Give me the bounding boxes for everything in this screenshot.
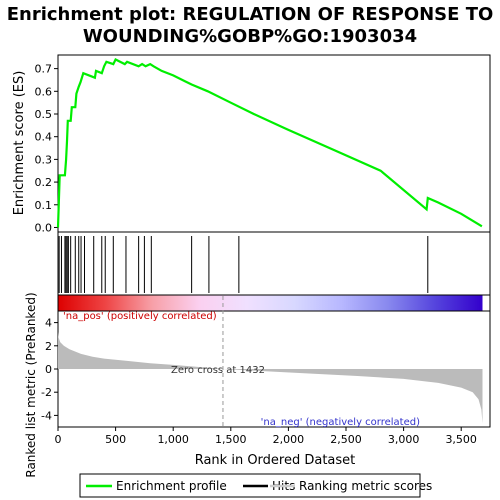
hits-panel (57, 231, 491, 296)
pos-correlated-label: 'na_pos' (positively correlated) (63, 311, 217, 322)
es-y-tick-label: 0.7 (35, 63, 53, 76)
x-tick-label: 0 (55, 433, 62, 446)
chart-title-line1: Enrichment plot: REGULATION OF RESPONSE … (7, 4, 494, 25)
x-tick-label: 1,000 (157, 433, 189, 446)
x-tick-label: 1,500 (215, 433, 247, 446)
es-y-tick-label: 0.0 (35, 221, 53, 234)
metric-y-tick-label: -4 (41, 409, 52, 422)
es-y-tick-label: 0.3 (35, 153, 53, 166)
es-y-tick-label: 0.1 (35, 199, 53, 212)
es-y-ticks: 0.0 0.1 0.2 0.3 0.4 0.5 0.6 0.7 (35, 63, 58, 234)
es-y-tick-label: 0.4 (35, 131, 53, 144)
hit-lines (58, 236, 429, 293)
metric-y-tick-label: 0 (45, 363, 52, 376)
x-tick-label: 500 (105, 433, 126, 446)
es-y-tick-label: 0.5 (35, 108, 53, 121)
rank-heatmap-bar (58, 295, 483, 311)
x-tick-label: 3,500 (445, 433, 477, 446)
es-line (56, 58, 483, 228)
hits-panel-frame (57, 231, 491, 296)
zero-cross-label: Zero cross at 1432 (171, 365, 265, 376)
legend-label-ranking-metric: Ranking metric scores (299, 479, 432, 493)
es-y-tick-label: 0.2 (35, 176, 53, 189)
x-axis-label: Rank in Ordered Dataset (195, 453, 356, 468)
x-tick-label: 2,500 (330, 433, 362, 446)
x-tick-label: 3,000 (388, 433, 420, 446)
metric-y-ticks: 4 2 0 -2 -4 (41, 317, 58, 422)
es-panel: 0.0 0.1 0.2 0.3 0.4 0.5 0.6 0.7 Enrichment scor… (12, 54, 491, 234)
es-y-tick-label: 0.6 (35, 85, 53, 98)
metric-y-tick-label: -2 (41, 386, 52, 399)
metric-area (58, 331, 483, 424)
metric-y-tick-label: 2 (45, 340, 52, 353)
x-axis-ticks: 0 500 1,000 1,500 2,000 2,500 3,000 3,500 (55, 427, 477, 446)
metric-panel: 4 2 0 -2 -4 'na_pos' (positively correlated)… (24, 292, 491, 478)
x-tick-label: 2,000 (273, 433, 305, 446)
legend-label-enrichment-profile: Enrichment profile (116, 479, 227, 493)
es-y-axis-label: Enrichment score (ES) (12, 71, 27, 216)
metric-y-axis-label: Ranked list metric (PreRanked) (24, 292, 38, 477)
neg-correlated-label: 'na_neg' (negatively correlated) (261, 417, 420, 428)
es-panel-frame (57, 54, 491, 233)
legend: Enrichment profile Hits Ranking metric s… (79, 473, 432, 498)
metric-y-tick-label: 4 (45, 317, 52, 330)
rank-heatmap (57, 294, 491, 312)
chart-title-line2: WOUNDING%GOBP%GO:1903034 (83, 26, 417, 47)
